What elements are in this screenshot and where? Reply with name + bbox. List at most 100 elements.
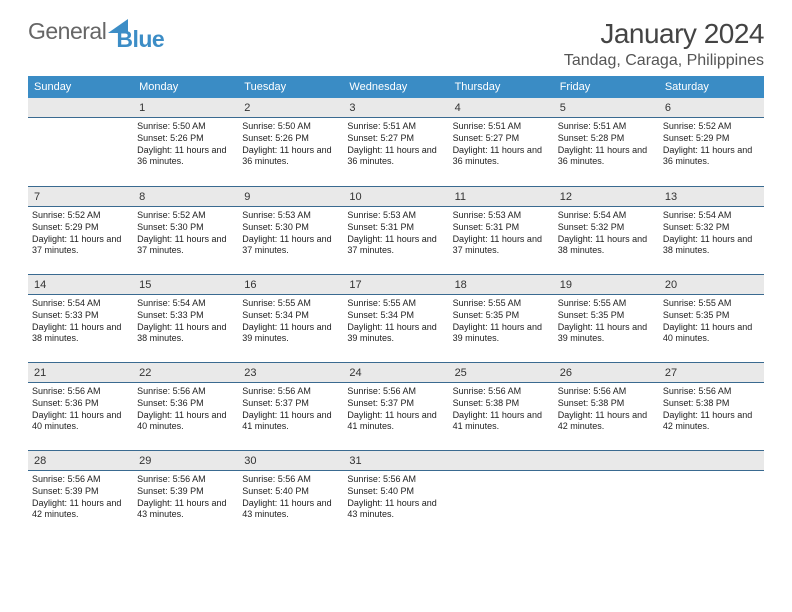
day-number: 2 <box>238 98 343 118</box>
day-number: 20 <box>659 274 764 295</box>
daylight-line: Daylight: 11 hours and 36 minutes. <box>663 145 760 168</box>
day-details: Sunrise: 5:52 AMSunset: 5:29 PMDaylight:… <box>659 118 764 172</box>
day-details: Sunrise: 5:53 AMSunset: 5:31 PMDaylight:… <box>449 207 554 261</box>
sunset-line: Sunset: 5:34 PM <box>347 310 444 322</box>
daylight-line: Daylight: 11 hours and 40 minutes. <box>663 322 760 345</box>
daylight-line: Daylight: 11 hours and 42 minutes. <box>663 410 760 433</box>
day-number: 3 <box>343 98 448 118</box>
calendar-cell: 28Sunrise: 5:56 AMSunset: 5:39 PMDayligh… <box>28 450 133 538</box>
sunset-line: Sunset: 5:33 PM <box>137 310 234 322</box>
day-number: 23 <box>238 362 343 383</box>
sunset-line: Sunset: 5:26 PM <box>137 133 234 145</box>
day-details: Sunrise: 5:52 AMSunset: 5:29 PMDaylight:… <box>28 207 133 261</box>
location-label: Tandag, Caraga, Philippines <box>564 52 764 70</box>
sunset-line: Sunset: 5:35 PM <box>663 310 760 322</box>
sunrise-line: Sunrise: 5:50 AM <box>242 121 339 133</box>
daylight-line: Daylight: 11 hours and 36 minutes. <box>347 145 444 168</box>
sunset-line: Sunset: 5:40 PM <box>242 486 339 498</box>
header: General Blue January 2024 Tandag, Caraga… <box>28 18 764 70</box>
sunrise-line: Sunrise: 5:52 AM <box>32 210 129 222</box>
sunset-line: Sunset: 5:31 PM <box>347 222 444 234</box>
day-details: Sunrise: 5:54 AMSunset: 5:32 PMDaylight:… <box>659 207 764 261</box>
daylight-line: Daylight: 11 hours and 36 minutes. <box>453 145 550 168</box>
sunrise-line: Sunrise: 5:51 AM <box>558 121 655 133</box>
sunrise-line: Sunrise: 5:55 AM <box>453 298 550 310</box>
daylight-line: Daylight: 11 hours and 43 minutes. <box>137 498 234 521</box>
daylight-line: Daylight: 11 hours and 37 minutes. <box>242 234 339 257</box>
sunset-line: Sunset: 5:36 PM <box>137 398 234 410</box>
day-details: Sunrise: 5:50 AMSunset: 5:26 PMDaylight:… <box>133 118 238 172</box>
day-details: Sunrise: 5:54 AMSunset: 5:33 PMDaylight:… <box>133 295 238 349</box>
day-details: Sunrise: 5:54 AMSunset: 5:32 PMDaylight:… <box>554 207 659 261</box>
sunrise-line: Sunrise: 5:56 AM <box>558 386 655 398</box>
day-number: 15 <box>133 274 238 295</box>
sunset-line: Sunset: 5:38 PM <box>558 398 655 410</box>
sunset-line: Sunset: 5:35 PM <box>453 310 550 322</box>
logo: General Blue <box>28 18 164 45</box>
calendar-cell-empty: Sunrise: Sunset: Daylight: <box>28 98 133 186</box>
day-number: 26 <box>554 362 659 383</box>
calendar-cell: 21Sunrise: 5:56 AMSunset: 5:36 PMDayligh… <box>28 362 133 450</box>
daylight-line: Daylight: 11 hours and 40 minutes. <box>137 410 234 433</box>
day-details: Sunrise: 5:52 AMSunset: 5:30 PMDaylight:… <box>133 207 238 261</box>
sunset-line: Sunset: 5:38 PM <box>663 398 760 410</box>
sunrise-line: Sunrise: 5:56 AM <box>32 474 129 486</box>
sunset-line: Sunset: 5:40 PM <box>347 486 444 498</box>
sunrise-line: Sunrise: 5:56 AM <box>137 386 234 398</box>
sunrise-line: Sunrise: 5:53 AM <box>242 210 339 222</box>
calendar-cell: 30Sunrise: 5:56 AMSunset: 5:40 PMDayligh… <box>238 450 343 538</box>
sunrise-line: Sunrise: 5:52 AM <box>137 210 234 222</box>
calendar-cell: 26 Sunrise: 5:56 AMSunset: 5:38 PMDayligh… <box>554 362 659 450</box>
day-details: Sunrise: 5:55 AMSunset: 5:34 PMDaylight:… <box>343 295 448 349</box>
sunrise-line: Sunrise: 5:56 AM <box>663 386 760 398</box>
day-details: Sunrise: 5:55 AMSunset: 5:35 PMDaylight:… <box>554 295 659 349</box>
sunrise-line: Sunrise: 5:56 AM <box>347 386 444 398</box>
sunset-line: Sunset: 5:34 PM <box>242 310 339 322</box>
day-number: 17 <box>343 274 448 295</box>
day-details: Sunrise: 5:56 AMSunset: 5:38 PMDaylight:… <box>449 383 554 437</box>
sunset-line: Sunset: 5:27 PM <box>453 133 550 145</box>
calendar-cell: 18Sunrise: 5:55 AMSunset: 5:35 PMDayligh… <box>449 274 554 362</box>
day-number: 9 <box>238 186 343 207</box>
daylight-line: Daylight: 11 hours and 42 minutes. <box>558 410 655 433</box>
logo-text-right: Blue <box>116 26 164 53</box>
calendar-cell-empty: Sunrise: Sunset: Daylight: <box>449 450 554 538</box>
sunrise-line: Sunrise: 5:56 AM <box>137 474 234 486</box>
daylight-line: Daylight: 11 hours and 36 minutes. <box>242 145 339 168</box>
daylight-line: Daylight: 11 hours and 36 minutes. <box>137 145 234 168</box>
weekday-tuesday: Tuesday <box>238 76 343 98</box>
sunrise-line: Sunrise: 5:54 AM <box>663 210 760 222</box>
daylight-line: Daylight: 11 hours and 37 minutes. <box>453 234 550 257</box>
calendar-cell: 17Sunrise: 5:55 AMSunset: 5:34 PMDayligh… <box>343 274 448 362</box>
day-details: Sunrise: 5:51 AMSunset: 5:27 PMDaylight:… <box>449 118 554 172</box>
day-details: Sunrise: 5:56 AMSunset: 5:39 PMDaylight:… <box>133 471 238 525</box>
day-details: Sunrise: 5:55 AMSunset: 5:35 PMDaylight:… <box>659 295 764 349</box>
sunrise-line: Sunrise: 5:56 AM <box>32 386 129 398</box>
daylight-line: Daylight: 11 hours and 38 minutes. <box>32 322 129 345</box>
sunset-line: Sunset: 5:27 PM <box>347 133 444 145</box>
calendar-cell: 27Sunrise: 5:56 AMSunset: 5:38 PMDayligh… <box>659 362 764 450</box>
sunset-line: Sunset: 5:29 PM <box>663 133 760 145</box>
sunset-line: Sunset: 5:37 PM <box>347 398 444 410</box>
sunset-line: Sunset: 5:29 PM <box>32 222 129 234</box>
day-number: 12 <box>554 186 659 207</box>
sunrise-line: Sunrise: 5:56 AM <box>242 474 339 486</box>
day-details: Sunrise: 5:56 AMSunset: 5:37 PMDaylight:… <box>343 383 448 437</box>
sunrise-line: Sunrise: 5:51 AM <box>347 121 444 133</box>
sunset-line: Sunset: 5:32 PM <box>663 222 760 234</box>
day-details: Sunrise: 5:53 AMSunset: 5:31 PMDaylight:… <box>343 207 448 261</box>
sunrise-line: Sunrise: 5:53 AM <box>347 210 444 222</box>
daylight-line: Daylight: 11 hours and 39 minutes. <box>453 322 550 345</box>
day-details: Sunrise: 5:54 AMSunset: 5:33 PMDaylight:… <box>28 295 133 349</box>
daylight-line: Daylight: 11 hours and 37 minutes. <box>137 234 234 257</box>
day-number: 1 <box>133 98 238 118</box>
day-details: Sunrise: 5:55 AMSunset: 5:35 PMDaylight:… <box>449 295 554 349</box>
day-number: 10 <box>343 186 448 207</box>
calendar-cell: 1Sunrise: 5:50 AMSunset: 5:26 PMDaylight… <box>133 98 238 186</box>
weekday-sunday: Sunday <box>28 76 133 98</box>
sunrise-line: Sunrise: 5:55 AM <box>347 298 444 310</box>
calendar-cell: 29Sunrise: 5:56 AMSunset: 5:39 PMDayligh… <box>133 450 238 538</box>
sunrise-line: Sunrise: 5:54 AM <box>32 298 129 310</box>
day-number: 13 <box>659 186 764 207</box>
daylight-line: Daylight: 11 hours and 43 minutes. <box>347 498 444 521</box>
